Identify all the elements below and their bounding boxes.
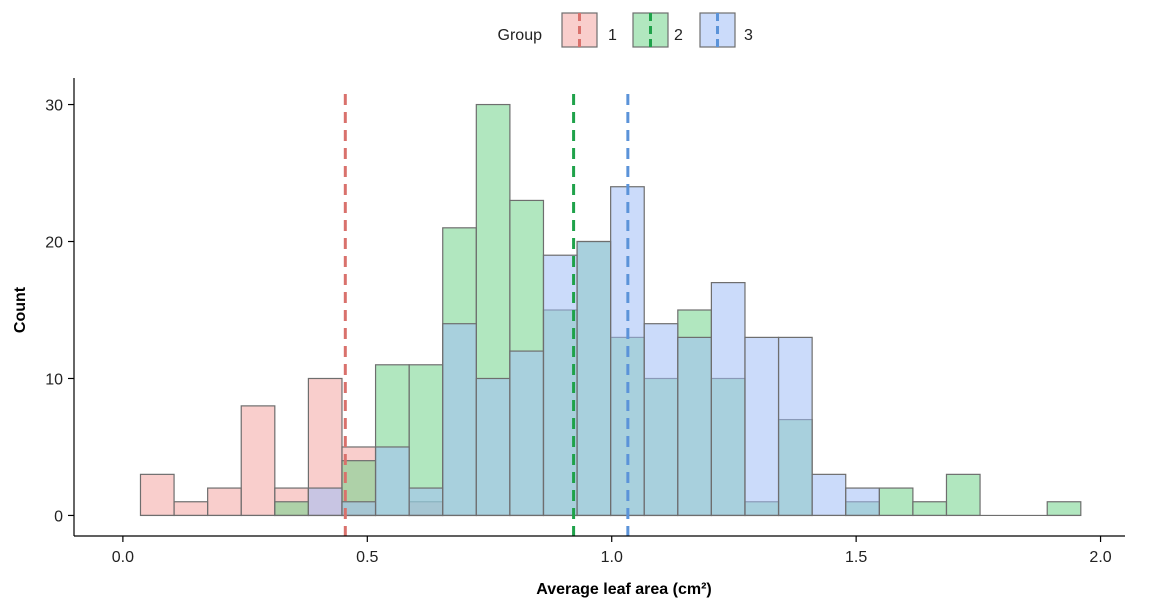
bar-group3-bin8 [374,446,410,517]
x-tick-label: 1.0 [601,549,623,566]
legend-key-3: 3 [699,12,753,48]
bar-group3-bin17 [677,336,712,517]
legend-label-3: 3 [744,27,753,44]
bar-group3-bin13 [542,254,578,517]
bar-group3-bin11 [475,377,511,517]
y-tick-label: 0 [54,508,63,525]
bar-group2-bin5 [274,501,309,517]
bar-group3-bin21 [811,473,847,517]
bar-group3-bin9 [408,487,444,517]
bar-group3-bin18 [710,282,746,517]
bar-group3-bin16 [643,323,679,517]
legend-key-2: 2 [632,12,683,48]
axes: 0.0 0.5 1.0 1.5 2.0 0 10 20 30 [45,78,1125,566]
legend-label-2: 2 [674,27,683,44]
series-3-bars [307,186,880,517]
y-tick-label: 20 [45,235,63,252]
x-tick-label: 1.5 [845,549,867,566]
bar-group2-bin24 [912,501,948,517]
x-tick-label: 0.0 [112,549,134,566]
bars-layer [139,103,1082,517]
mean-lines-layer [343,94,630,536]
series-1-bars [139,377,444,517]
bar-group3-bin14 [576,240,612,517]
bar-group1-bin3 [207,487,242,517]
bar-group3-bin10 [442,323,477,517]
bar-group3-bin20 [777,336,813,517]
legend: Group 1 2 3 [498,12,753,48]
bar-group1-bin4 [240,405,276,517]
bar-group3-bin6 [307,487,343,517]
x-tick-label: 0.5 [356,549,378,566]
y-axis-title: Count [12,286,29,333]
bar-group1-bin2 [173,501,209,517]
bar-group3-bin7 [341,501,377,517]
legend-key-1: 1 [561,12,617,48]
bar-group2-bin23 [878,487,914,517]
legend-label-1: 1 [608,27,617,44]
y-tick-label: 30 [45,98,63,115]
bar-group2-bin28 [1046,501,1082,517]
legend-title: Group [498,27,543,44]
bar-group3-bin22 [845,487,880,517]
x-axis-title: Average leaf area (cm²) [536,581,712,598]
x-tick-label: 2.0 [1089,549,1111,566]
bar-group3-bin12 [509,350,545,517]
bar-group3-bin19 [744,336,780,517]
bar-group1-bin1 [139,473,175,517]
y-tick-label: 10 [45,371,63,388]
bar-group2-bin25 [945,473,981,517]
